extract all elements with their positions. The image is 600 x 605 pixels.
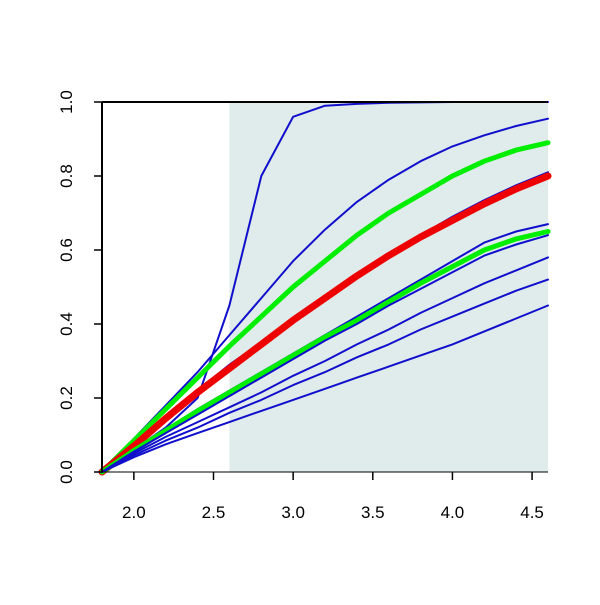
axis-layer: 2.0 2.5 3.0 3.5 4.0 4.5 0.0 0.2 0.4 0.6 0.8 1.0	[57, 90, 548, 522]
x-tick-label-6: 4.5	[520, 503, 544, 522]
x-tick-label-5: 4.0	[441, 503, 465, 522]
series-layer	[98, 101, 552, 476]
series-line-10	[101, 278, 549, 473]
series-line-7	[99, 229, 551, 475]
series-line-3	[99, 140, 551, 475]
y-tick-label-2: 0.2	[57, 386, 76, 410]
x-tick-label-1: 2.0	[122, 503, 146, 522]
y-tick-label-6: 1.0	[57, 90, 76, 114]
series-line-2	[101, 117, 549, 473]
shaded-region-layer	[229, 102, 548, 472]
y-tick-label-3: 0.4	[57, 312, 76, 336]
series-line-5	[98, 172, 552, 476]
series-line-11	[101, 304, 549, 473]
x-tick-label-4: 3.5	[361, 503, 385, 522]
series-line-9	[101, 256, 549, 473]
shaded-region	[229, 102, 548, 472]
series-line-8	[101, 234, 549, 473]
x-tick-label-3: 3.0	[281, 503, 305, 522]
y-tick-label-4: 0.6	[57, 238, 76, 262]
y-tick-label-5: 0.8	[57, 164, 76, 188]
x-tick-label-2: 2.5	[202, 503, 226, 522]
y-tick-label-1: 0.0	[57, 460, 76, 484]
